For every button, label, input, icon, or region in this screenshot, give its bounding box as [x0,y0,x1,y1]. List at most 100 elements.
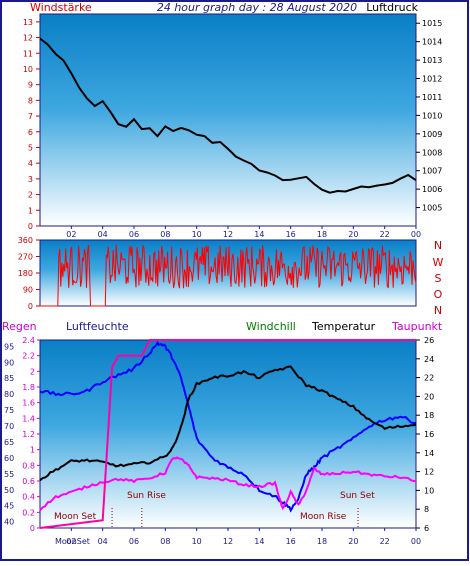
rain-tick-label: 2.4 [22,336,35,345]
humidity-label: Luftfeuchte [66,320,129,333]
hour-tick-label: 10 [192,537,202,546]
moon-set-annotation: Moon Set [54,512,97,522]
pressure-label: Luftdruck [366,1,418,14]
hour-tick-label: 22 [380,230,390,239]
wind-tick-label: 9 [28,81,33,90]
pressure-tick-label: 1007 [422,167,442,176]
rain-tick-label: 0.4 [22,493,35,502]
hour-tick-label: 16 [286,537,296,546]
temperature-tick-label: 26 [424,336,434,345]
wind-tick-label: 8 [28,96,33,105]
hour-tick-label: 20 [348,230,358,239]
series-layer [39,37,417,529]
hour-tick-label: 02 [66,230,76,239]
moon-rise-annotation: Moon Rise [300,512,347,522]
temperature-tick-label: 20 [424,392,434,401]
humidity-tick-label: 95 [4,342,14,351]
wind-tick-label: 4 [28,159,33,168]
temperature-tick-label: 22 [424,374,434,383]
pressure-tick-label: 1005 [422,204,442,213]
temperature-tick-label: 18 [424,411,434,420]
rain-tick-label: 1.4 [22,414,35,423]
wind-tick-label: 0 [28,222,33,231]
wind-tick-label: 1 [28,206,33,215]
direction-tick-label: 270 [18,253,33,262]
wind-tick-label: 12 [23,34,33,43]
hour-tick-label: 22 [380,537,390,546]
pressure-tick-label: 1006 [422,185,442,194]
humidity-tick-label: 80 [4,390,14,399]
hour-tick-label: 00 [411,230,421,239]
dewpoint-label: Taupunkt [391,320,443,333]
direction-letter-w: W [433,256,444,269]
direction-letter-s: S [435,272,442,285]
rain-tick-label: 0.2 [22,508,35,517]
humidity-tick-label: 55 [4,470,14,479]
humidity-tick-label: 70 [4,422,14,431]
sun-set-annotation: Sun Set [340,491,375,501]
hour-tick-label: 08 [160,537,170,546]
rain-tick-label: 0.6 [22,477,35,486]
pressure-tick-label: 1013 [422,56,442,65]
rain-tick-label: 0 [30,524,35,533]
hour-tick-label: 14 [254,537,264,546]
humidity-tick-label: 45 [4,502,14,511]
direction-tick-label: 180 [18,269,33,278]
temperature-series-line [39,365,417,482]
pressure-tick-label: 1009 [422,130,442,139]
direction-letter-n-bottom: N [434,304,442,317]
rain-tick-label: 2 [30,367,35,376]
wind-pressure-plot-area [39,13,417,227]
humidity-tick-label: 50 [4,486,14,495]
hour-tick-label: 16 [286,230,296,239]
humidity-tick-label: 90 [4,358,14,367]
axes-layer: 0123456789101112131005100610071008100910… [4,18,442,546]
pressure-tick-label: 1011 [422,93,442,102]
hour-tick-label: 12 [223,537,233,546]
wind-tick-label: 11 [23,49,33,58]
humidity-series-line [39,340,417,513]
wind-tick-label: 2 [28,191,33,200]
pressure-tick-label: 1008 [422,148,442,157]
pressure-tick-label: 1014 [422,38,442,47]
dewpoint-series-line [39,456,416,511]
humidity-tick-label: 60 [4,454,14,463]
pressure-tick-label: 1015 [422,19,442,28]
direction-letter-n-top: N [434,239,442,252]
humidity-tick-label: 75 [4,406,14,415]
wind-direction-trace [40,244,417,307]
hour-tick-label: 18 [317,230,327,239]
pressure-tick-label: 1012 [422,75,442,84]
wind-strength-label: Windstärke [30,1,92,14]
sun-rise-annotation: Sun Rise [127,491,166,501]
moonset-axis-annotation: MoonSet [55,537,90,546]
hour-tick-label: 18 [317,537,327,546]
temperature-tick-label: 16 [424,430,434,439]
hour-tick-label: 20 [348,537,358,546]
humidity-tick-label: 40 [4,518,14,527]
rain-tick-label: 2.2 [22,352,35,361]
rain-tick-label: 1.2 [22,430,35,439]
temperature-tick-label: 14 [424,449,434,458]
rain-series-line [39,339,416,529]
direction-tick-label: 90 [23,286,33,295]
hour-tick-label: 12 [223,230,233,239]
rain-tick-label: 0.8 [22,461,35,470]
hour-tick-label: 04 [98,230,108,239]
hour-tick-label: 02 [66,537,76,546]
hour-tick-label: 04 [98,537,108,546]
direction-tick-label: 0 [28,302,33,311]
wind-tick-label: 5 [28,143,33,152]
wind-tick-label: 6 [28,128,33,137]
hour-tick-label: 00 [411,537,421,546]
pressure-series-line [39,37,417,194]
wind-tick-label: 10 [23,65,33,74]
humidity-tick-label: 65 [4,438,14,447]
rain-label: Regen [2,320,37,333]
temperature-tick-label: 10 [424,486,434,495]
hour-tick-label: 08 [160,230,170,239]
wind-tick-label: 3 [28,175,33,184]
pressure-tick-label: 1010 [422,111,442,120]
